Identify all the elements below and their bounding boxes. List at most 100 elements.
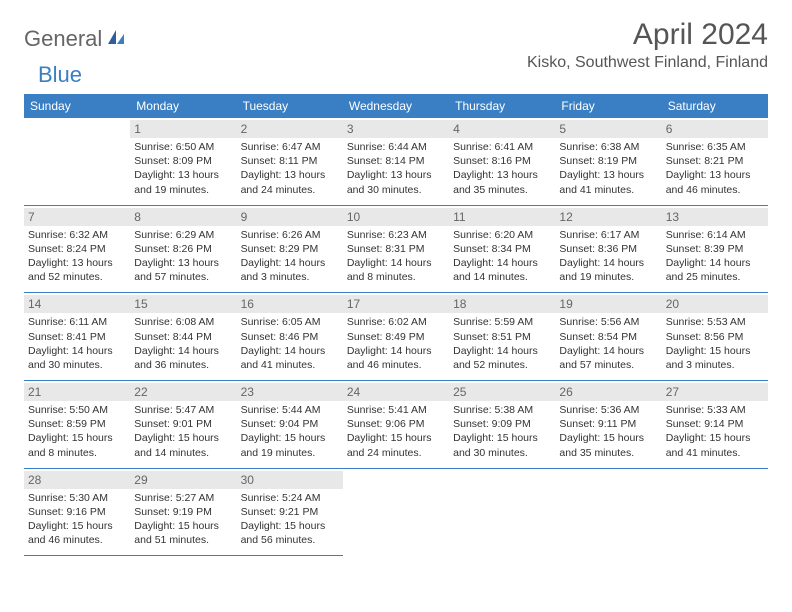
- calendar-cell: 14 Sunrise: 6:11 AMSunset: 8:41 PMDayligh…: [24, 293, 130, 381]
- day-number: 5: [555, 120, 661, 138]
- weekday-header: Thursday: [449, 94, 555, 118]
- day-info: Sunrise: 5:41 AMSunset: 9:06 PMDaylight:…: [347, 403, 445, 460]
- calendar-cell: 7 Sunrise: 6:32 AMSunset: 8:24 PMDaylight…: [24, 205, 130, 293]
- location-text: Kisko, Southwest Finland, Finland: [527, 54, 768, 72]
- day-number: 14: [24, 295, 130, 313]
- brand-text-blue: Blue: [38, 62, 82, 88]
- calendar-cell: 20 Sunrise: 5:53 AMSunset: 8:56 PMDayligh…: [662, 293, 768, 381]
- calendar-cell: 29Sunrise: 5:27 AMSunset: 9:19 PMDayligh…: [130, 468, 236, 556]
- calendar-cell: 23 Sunrise: 5:44 AMSunset: 9:04 PMDayligh…: [237, 381, 343, 469]
- weekday-header: Monday: [130, 94, 236, 118]
- calendar-cell: 2 Sunrise: 6:47 AMSunset: 8:11 PMDaylight…: [237, 118, 343, 205]
- day-info: Sunrise: 6:23 AMSunset: 8:31 PMDaylight:…: [347, 228, 445, 285]
- calendar-row: .1Sunrise: 6:50 AMSunset: 8:09 PMDayligh…: [24, 118, 768, 205]
- day-number: 10: [343, 208, 449, 226]
- day-info: Sunrise: 6:38 AMSunset: 8:19 PMDaylight:…: [559, 140, 657, 197]
- calendar-cell: [343, 468, 449, 556]
- calendar-cell: 25 Sunrise: 5:38 AMSunset: 9:09 PMDayligh…: [449, 381, 555, 469]
- calendar-cell: 30 Sunrise: 5:24 AMSunset: 9:21 PMDayligh…: [237, 468, 343, 556]
- weekday-header: Tuesday: [237, 94, 343, 118]
- calendar-cell: 13Sunrise: 6:14 AMSunset: 8:39 PMDayligh…: [662, 205, 768, 293]
- brand-logo: General: [24, 18, 128, 52]
- calendar-cell: 28 Sunrise: 5:30 AMSunset: 9:16 PMDayligh…: [24, 468, 130, 556]
- day-number: 21: [24, 383, 130, 401]
- day-info: Sunrise: 6:11 AMSunset: 8:41 PMDaylight:…: [28, 315, 126, 372]
- day-number: 17: [343, 295, 449, 313]
- day-info: Sunrise: 6:29 AMSunset: 8:26 PMDaylight:…: [134, 228, 232, 285]
- day-info: Sunrise: 5:38 AMSunset: 9:09 PMDaylight:…: [453, 403, 551, 460]
- day-info: Sunrise: 5:24 AMSunset: 9:21 PMDaylight:…: [241, 491, 339, 548]
- day-info: Sunrise: 5:33 AMSunset: 9:14 PMDaylight:…: [666, 403, 764, 460]
- day-number: 3: [343, 120, 449, 138]
- calendar-cell: 12 Sunrise: 6:17 AMSunset: 8:36 PMDayligh…: [555, 205, 661, 293]
- calendar-cell: 26 Sunrise: 5:36 AMSunset: 9:11 PMDayligh…: [555, 381, 661, 469]
- day-number: 1: [130, 120, 236, 138]
- day-info: Sunrise: 6:08 AMSunset: 8:44 PMDaylight:…: [134, 315, 232, 372]
- calendar-cell: 16 Sunrise: 6:05 AMSunset: 8:46 PMDayligh…: [237, 293, 343, 381]
- calendar-cell: 19Sunrise: 5:56 AMSunset: 8:54 PMDayligh…: [555, 293, 661, 381]
- day-info: Sunrise: 6:47 AMSunset: 8:11 PMDaylight:…: [241, 140, 339, 197]
- day-number: 22: [130, 383, 236, 401]
- day-number: 27: [662, 383, 768, 401]
- day-info: Sunrise: 6:05 AMSunset: 8:46 PMDaylight:…: [241, 315, 339, 372]
- calendar-cell: 24 Sunrise: 5:41 AMSunset: 9:06 PMDayligh…: [343, 381, 449, 469]
- day-number: 23: [237, 383, 343, 401]
- day-info: Sunrise: 5:56 AMSunset: 8:54 PMDaylight:…: [559, 315, 657, 372]
- calendar-cell: 10 Sunrise: 6:23 AMSunset: 8:31 PMDayligh…: [343, 205, 449, 293]
- calendar-table: Sunday Monday Tuesday Wednesday Thursday…: [24, 94, 768, 556]
- day-info: Sunrise: 5:44 AMSunset: 9:04 PMDaylight:…: [241, 403, 339, 460]
- calendar-row: 21 Sunrise: 5:50 AMSunset: 8:59 PMDayligh…: [24, 381, 768, 469]
- calendar-cell: 18Sunrise: 5:59 AMSunset: 8:51 PMDayligh…: [449, 293, 555, 381]
- calendar-cell: .: [24, 118, 130, 205]
- day-number: 24: [343, 383, 449, 401]
- day-number: 25: [449, 383, 555, 401]
- calendar-cell: [662, 468, 768, 556]
- calendar-cell: 4Sunrise: 6:41 AMSunset: 8:16 PMDaylight…: [449, 118, 555, 205]
- calendar-body: .1Sunrise: 6:50 AMSunset: 8:09 PMDayligh…: [24, 118, 768, 556]
- calendar-cell: 8 Sunrise: 6:29 AMSunset: 8:26 PMDaylight…: [130, 205, 236, 293]
- calendar-cell: 9 Sunrise: 6:26 AMSunset: 8:29 PMDaylight…: [237, 205, 343, 293]
- day-number: 8: [130, 208, 236, 226]
- weekday-header-row: Sunday Monday Tuesday Wednesday Thursday…: [24, 94, 768, 118]
- day-info: Sunrise: 6:20 AMSunset: 8:34 PMDaylight:…: [453, 228, 551, 285]
- calendar-cell: 3Sunrise: 6:44 AMSunset: 8:14 PMDaylight…: [343, 118, 449, 205]
- calendar-cell: 6 Sunrise: 6:35 AMSunset: 8:21 PMDaylight…: [662, 118, 768, 205]
- weekday-header: Saturday: [662, 94, 768, 118]
- calendar-cell: 11Sunrise: 6:20 AMSunset: 8:34 PMDayligh…: [449, 205, 555, 293]
- day-info: Sunrise: 5:27 AMSunset: 9:19 PMDaylight:…: [134, 491, 232, 548]
- calendar-cell: 1Sunrise: 6:50 AMSunset: 8:09 PMDaylight…: [130, 118, 236, 205]
- day-info: Sunrise: 5:36 AMSunset: 9:11 PMDaylight:…: [559, 403, 657, 460]
- day-info: Sunrise: 5:30 AMSunset: 9:16 PMDaylight:…: [28, 491, 126, 548]
- calendar-row: 7 Sunrise: 6:32 AMSunset: 8:24 PMDaylight…: [24, 205, 768, 293]
- calendar-cell: 21 Sunrise: 5:50 AMSunset: 8:59 PMDayligh…: [24, 381, 130, 469]
- day-info: Sunrise: 5:53 AMSunset: 8:56 PMDaylight:…: [666, 315, 764, 372]
- calendar-row: 28 Sunrise: 5:30 AMSunset: 9:16 PMDayligh…: [24, 468, 768, 556]
- day-number: 30: [237, 471, 343, 489]
- day-info: Sunrise: 6:35 AMSunset: 8:21 PMDaylight:…: [666, 140, 764, 197]
- calendar-cell: 5 Sunrise: 6:38 AMSunset: 8:19 PMDaylight…: [555, 118, 661, 205]
- day-info: Sunrise: 6:02 AMSunset: 8:49 PMDaylight:…: [347, 315, 445, 372]
- title-block: April 2024 Kisko, Southwest Finland, Fin…: [527, 18, 768, 72]
- calendar-row: 14 Sunrise: 6:11 AMSunset: 8:41 PMDayligh…: [24, 293, 768, 381]
- day-info: Sunrise: 5:50 AMSunset: 8:59 PMDaylight:…: [28, 403, 126, 460]
- day-number: 15: [130, 295, 236, 313]
- day-number: 6: [662, 120, 768, 138]
- weekday-header: Friday: [555, 94, 661, 118]
- day-number: 16: [237, 295, 343, 313]
- calendar-cell: 22 Sunrise: 5:47 AMSunset: 9:01 PMDayligh…: [130, 381, 236, 469]
- day-info: Sunrise: 6:17 AMSunset: 8:36 PMDaylight:…: [559, 228, 657, 285]
- day-number: 12: [555, 208, 661, 226]
- day-number: 7: [24, 208, 130, 226]
- calendar-cell: 15 Sunrise: 6:08 AMSunset: 8:44 PMDayligh…: [130, 293, 236, 381]
- day-number: 4: [449, 120, 555, 138]
- day-number: 28: [24, 471, 130, 489]
- day-info: Sunrise: 5:47 AMSunset: 9:01 PMDaylight:…: [134, 403, 232, 460]
- day-info: Sunrise: 6:32 AMSunset: 8:24 PMDaylight:…: [28, 228, 126, 285]
- day-info: Sunrise: 6:14 AMSunset: 8:39 PMDaylight:…: [666, 228, 764, 285]
- day-number: 20: [662, 295, 768, 313]
- calendar-cell: [555, 468, 661, 556]
- day-info: Sunrise: 6:26 AMSunset: 8:29 PMDaylight:…: [241, 228, 339, 285]
- day-number: 2: [237, 120, 343, 138]
- day-number: 9: [237, 208, 343, 226]
- day-number: 26: [555, 383, 661, 401]
